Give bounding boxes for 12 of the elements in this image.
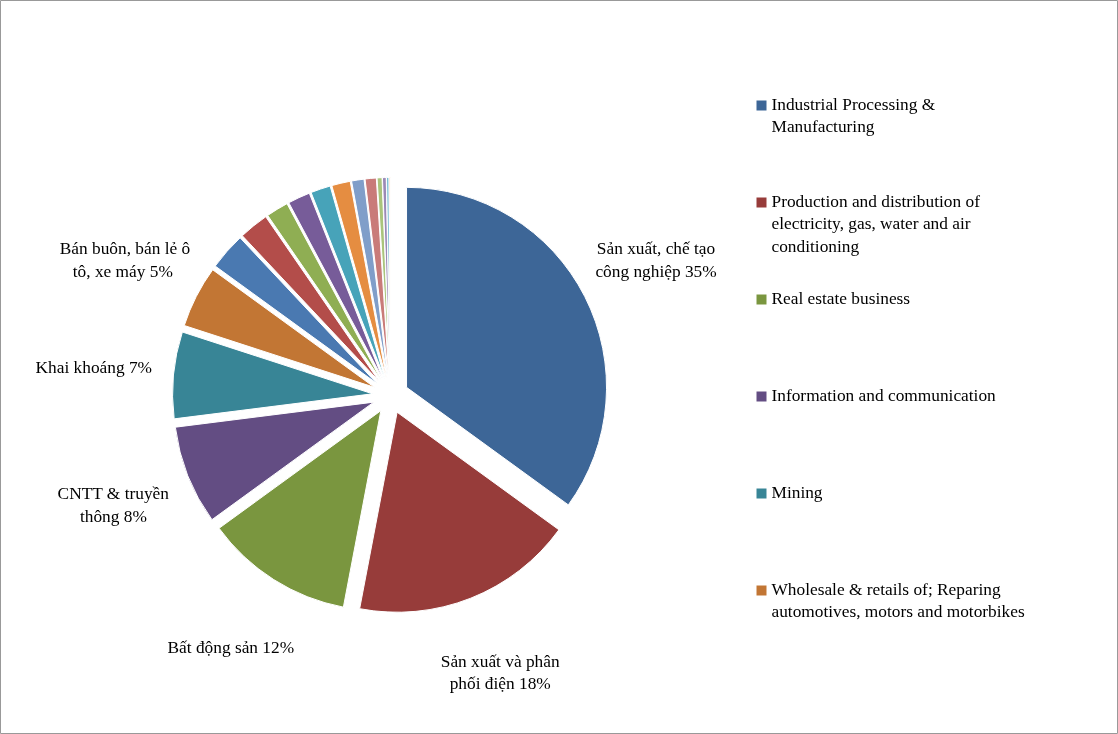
legend-label: Production and distribution of electricity, gas, water and air conditioning [771, 191, 981, 257]
legend-label: Real estate business [771, 288, 911, 308]
legend-label: Mining [771, 482, 823, 502]
legend-label: Industrial Processing & Manufacturing [771, 94, 936, 137]
data-label: Bất động sản 12% [167, 637, 295, 657]
data-label: Sản xuất và phân phối điện 18% [440, 651, 560, 694]
legend-label: Information and communication [771, 385, 997, 405]
data-label: CNTT & truyền thông 8% [57, 484, 170, 527]
data-label: Bán buôn, bán lẻ ô tô, xe máy 5% [59, 239, 191, 282]
data-label: Khai khoáng 7% [35, 357, 153, 377]
legend-label: Wholesale & retails of; Reparing automotives, motors and motorbikes [771, 579, 1025, 622]
data-label: Sản xuất, chế tạo công nghiệp 35% [595, 239, 717, 282]
